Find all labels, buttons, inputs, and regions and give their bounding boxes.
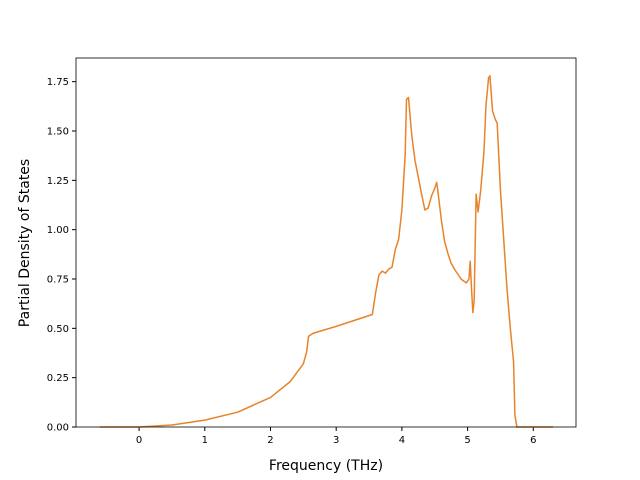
y-tick-label: 1.25	[47, 176, 69, 187]
x-tick-label: 2	[267, 435, 273, 446]
y-axis-label: Partial Density of States	[17, 159, 33, 327]
x-tick-label: 4	[399, 435, 405, 446]
x-tick-label: 6	[530, 435, 536, 446]
y-tick-label: 0.25	[47, 373, 69, 384]
y-tick-label: 1.00	[47, 225, 69, 236]
x-tick-label: 1	[202, 435, 208, 446]
y-tick-label: 0.00	[47, 423, 69, 434]
y-tick-label: 1.75	[47, 77, 69, 88]
x-tick-label: 3	[333, 435, 339, 446]
data-line	[99, 75, 553, 428]
x-tick-label: 5	[464, 435, 470, 446]
x-axis-label: Frequency (THz)	[269, 458, 383, 474]
y-tick-label: 0.75	[47, 275, 69, 286]
y-tick-label: 1.50	[47, 127, 69, 138]
plot-frame	[75, 57, 577, 428]
y-tick-label: 0.50	[47, 324, 69, 335]
x-tick-label: 0	[136, 435, 142, 446]
